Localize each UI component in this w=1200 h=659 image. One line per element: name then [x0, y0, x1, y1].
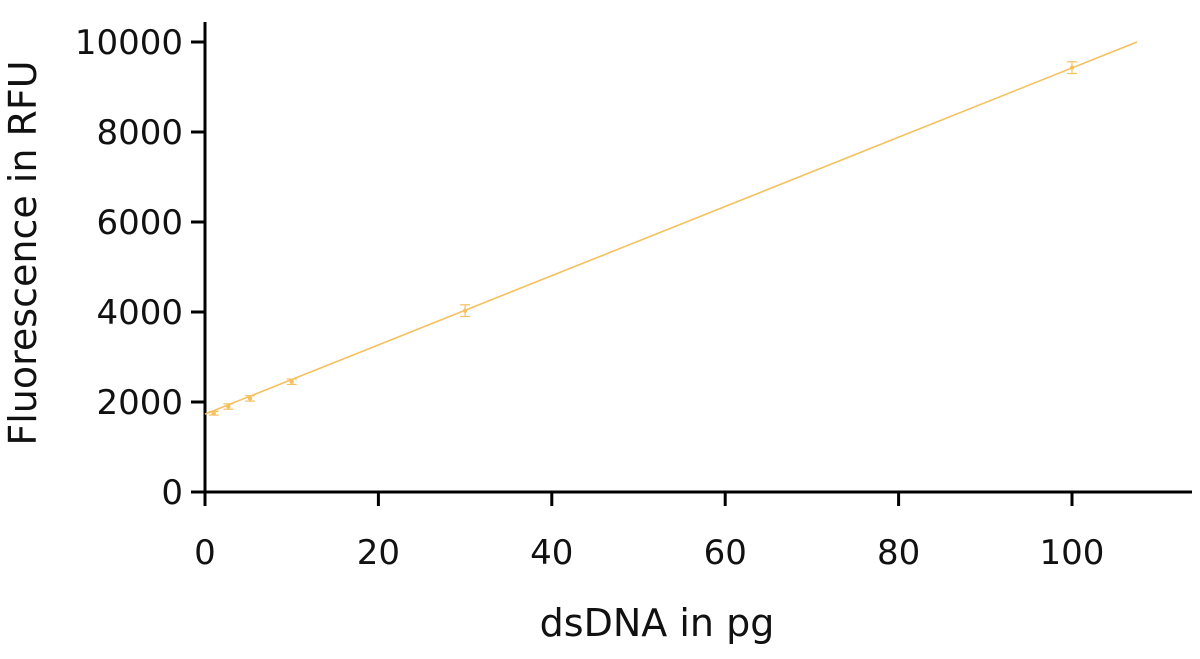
y-axis: 0 2000 4000 6000 8000 10000: [75, 22, 207, 513]
data-point: [289, 379, 294, 384]
y-axis-title: Fluorescence in RFU: [1, 60, 45, 445]
x-tick-label: 100: [1040, 533, 1105, 573]
data-point: [211, 411, 216, 416]
y-ticks: 0 2000 4000 6000 8000 10000: [75, 23, 205, 513]
y-tick-label: 8000: [96, 113, 183, 153]
y-tick-label: 2000: [96, 383, 183, 423]
x-tick-label: 20: [357, 533, 400, 573]
y-tick-label: 10000: [75, 23, 183, 63]
x-axis-title: dsDNA in pg: [540, 601, 775, 645]
x-axis: 0 20 40 60 80 100: [194, 490, 1192, 573]
x-tick-label: 40: [530, 533, 573, 573]
plot-area: [204, 41, 1138, 416]
data-point: [247, 396, 253, 401]
y-tick-label: 0: [161, 473, 183, 513]
y-tick-label: 6000: [96, 203, 183, 243]
x-tick-label: 60: [704, 533, 747, 573]
data-point: [462, 308, 468, 313]
y-tick-label: 4000: [96, 293, 183, 333]
x-tick-label: 0: [194, 533, 216, 573]
x-tick-label: 80: [877, 533, 920, 573]
x-ticks: 0 20 40 60 80 100: [194, 492, 1104, 573]
fit-line: [204, 41, 1138, 415]
data-point: [1069, 65, 1075, 70]
data-point: [226, 404, 231, 409]
